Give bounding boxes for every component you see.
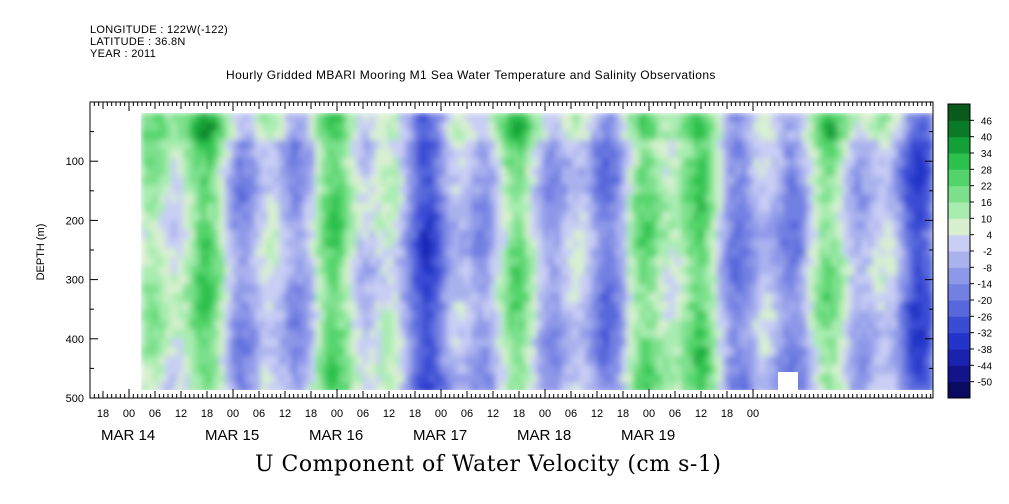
colorbar-label: -20 bbox=[978, 296, 993, 307]
x-hour-label: 06 bbox=[253, 408, 265, 420]
colorbar-label: -2 bbox=[983, 247, 992, 258]
colorbar-swatch bbox=[948, 349, 970, 366]
colorbar-swatch bbox=[948, 120, 970, 138]
colorbar-label: 22 bbox=[981, 182, 993, 193]
x-hour-label: 12 bbox=[383, 408, 395, 420]
colorbar-swatch bbox=[948, 234, 970, 252]
x-day-label: MAR 14 bbox=[101, 427, 155, 444]
colorbar-label: 4 bbox=[986, 231, 992, 242]
colorbar-label: -38 bbox=[978, 345, 993, 356]
colorbar: 46 40 34 28 22 16 10 4 -2 -8 -14 -20 -26 -32 -38 -44 -50 bbox=[947, 103, 993, 399]
colorbar-label: 40 bbox=[981, 133, 993, 144]
x-hour-label: 12 bbox=[591, 408, 603, 420]
colorbar-label: -26 bbox=[978, 312, 993, 323]
colorbar-label: 16 bbox=[981, 198, 993, 209]
x-day-label: MAR 19 bbox=[621, 427, 675, 444]
x-hour-label: 00 bbox=[227, 408, 239, 420]
longitude-label: LONGITUDE : 122W(-122) bbox=[90, 24, 229, 36]
x-axis-title: U Component of Water Velocity (cm s-1) bbox=[255, 452, 722, 477]
x-hour-label: 18 bbox=[617, 408, 629, 420]
colorbar-swatch bbox=[948, 104, 970, 121]
y-tick-label: 500 bbox=[66, 393, 84, 405]
x-hour-label: 18 bbox=[305, 408, 317, 420]
x-day-label: MAR 16 bbox=[309, 427, 363, 444]
x-hour-label: 00 bbox=[539, 408, 551, 420]
colorbar-swatch bbox=[948, 381, 970, 399]
x-hour-label: 00 bbox=[747, 408, 759, 420]
y-axis-title: DEPTH (m) bbox=[35, 224, 47, 281]
chart-title: Hourly Gridded MBARI Mooring M1 Sea Wate… bbox=[226, 68, 716, 82]
x-hour-label: 18 bbox=[409, 408, 421, 420]
x-day-label: MAR 17 bbox=[413, 427, 467, 444]
colorbar-swatch bbox=[948, 332, 970, 350]
x-hour-label: 06 bbox=[565, 408, 577, 420]
colorbar-label: -50 bbox=[978, 378, 993, 389]
colorbar-label: 34 bbox=[981, 149, 993, 160]
x-day-label: MAR 18 bbox=[517, 427, 571, 444]
y-tick-label: 400 bbox=[66, 334, 84, 346]
missing-data-notch bbox=[778, 372, 798, 390]
colorbar-swatch bbox=[948, 251, 970, 268]
colorbar-swatch bbox=[948, 153, 970, 170]
x-hour-label: 12 bbox=[695, 408, 707, 420]
y-tick-label: 200 bbox=[66, 215, 84, 227]
x-hour-label: 18 bbox=[513, 408, 525, 420]
x-hour-label: 00 bbox=[643, 408, 655, 420]
colorbar-swatch bbox=[948, 365, 970, 383]
x-hour-label: 18 bbox=[201, 408, 213, 420]
x-hour-label: 12 bbox=[175, 408, 187, 420]
colorbar-swatch bbox=[948, 136, 970, 154]
colorbar-label: -44 bbox=[978, 361, 993, 372]
colorbar-label: -8 bbox=[983, 263, 992, 274]
year-label: YEAR : 2011 bbox=[90, 48, 157, 60]
x-hour-label: 06 bbox=[149, 408, 161, 420]
colorbar-label: -14 bbox=[978, 280, 993, 291]
velocity-field bbox=[141, 113, 933, 390]
colorbar-swatch bbox=[948, 169, 970, 187]
x-hour-label: 00 bbox=[123, 408, 135, 420]
x-hour-label: 06 bbox=[669, 408, 681, 420]
colorbar-swatch bbox=[948, 218, 970, 236]
latitude-label: LATITUDE : 36.8N bbox=[90, 36, 186, 48]
x-hour-label: 00 bbox=[435, 408, 447, 420]
y-tick-label: 300 bbox=[66, 275, 84, 287]
x-hour-label: 00 bbox=[331, 408, 343, 420]
colorbar-swatch bbox=[948, 316, 970, 334]
colorbar-label: 28 bbox=[981, 165, 993, 176]
colorbar-swatch bbox=[948, 185, 970, 203]
colorbar-swatch bbox=[948, 300, 970, 317]
colorbar-label: -32 bbox=[978, 329, 993, 340]
colorbar-label: 10 bbox=[981, 214, 993, 225]
x-hour-label: 12 bbox=[279, 408, 291, 420]
x-hour-label: 12 bbox=[487, 408, 499, 420]
x-hour-label: 18 bbox=[721, 408, 733, 420]
colorbar-swatch bbox=[948, 283, 970, 301]
y-tick-label: 100 bbox=[66, 156, 84, 168]
colorbar-swatch bbox=[948, 267, 970, 285]
colorbar-label: 46 bbox=[981, 116, 993, 127]
x-hour-label: 18 bbox=[97, 408, 109, 420]
x-hour-label: 06 bbox=[461, 408, 473, 420]
x-hour-label: 06 bbox=[357, 408, 369, 420]
colorbar-swatch bbox=[948, 202, 970, 219]
x-day-label: MAR 15 bbox=[205, 427, 259, 444]
